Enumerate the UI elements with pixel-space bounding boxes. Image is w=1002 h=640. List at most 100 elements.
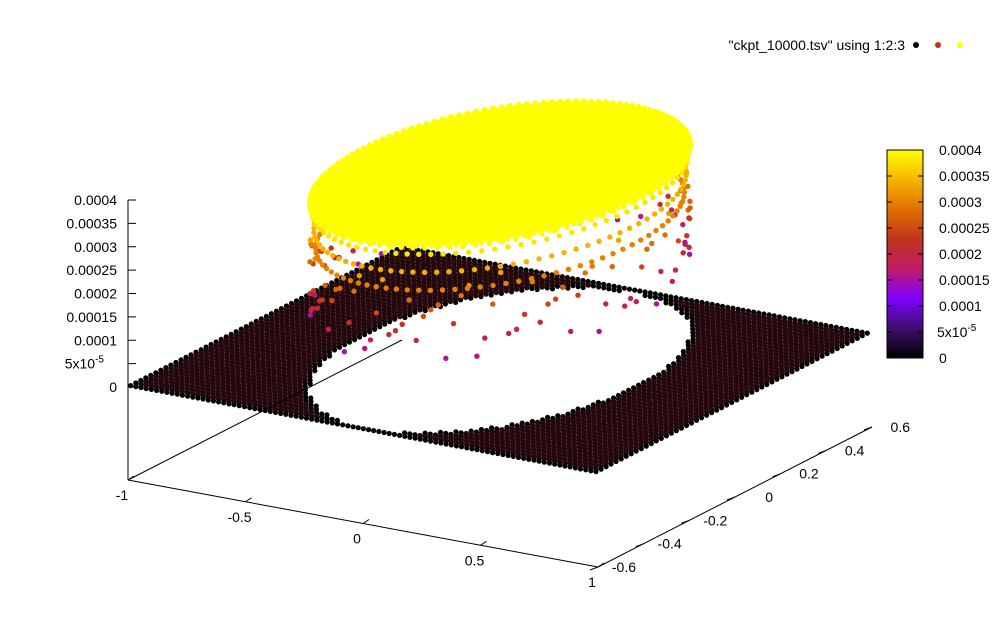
disc-edge-point	[557, 98, 564, 105]
legend-swatch	[957, 42, 963, 48]
base-point	[428, 438, 434, 444]
rim-point	[682, 177, 688, 183]
rim-point	[639, 264, 645, 270]
base-point	[648, 440, 654, 447]
rim-point	[492, 246, 498, 252]
base-point	[453, 443, 460, 449]
rim-point	[664, 201, 671, 207]
base-point	[478, 294, 484, 300]
base-point	[267, 408, 273, 414]
base-point	[412, 435, 418, 441]
rim-point	[373, 310, 380, 316]
rim-point	[614, 213, 620, 219]
rim-point	[324, 249, 331, 255]
disc-edge-point	[635, 104, 642, 110]
base-point	[844, 340, 850, 346]
disc-edge-point	[629, 102, 636, 109]
base-point	[495, 450, 501, 457]
rim-point	[490, 282, 496, 289]
base-point	[567, 464, 573, 470]
base-point	[376, 428, 382, 435]
rim-point	[615, 237, 622, 243]
base-point	[864, 330, 870, 336]
rim-point	[311, 229, 317, 236]
base-point	[309, 416, 315, 422]
rim-point	[350, 261, 357, 267]
rim-point	[428, 307, 434, 313]
base-point	[621, 285, 627, 291]
rim-point	[310, 288, 317, 294]
rim-point	[669, 180, 676, 186]
x-tick-label: -1	[116, 487, 129, 503]
rim-point	[577, 263, 583, 269]
base-point	[572, 465, 579, 471]
rim-point	[650, 194, 656, 201]
base-point	[719, 405, 725, 411]
rim-point	[316, 242, 323, 248]
rim-point	[669, 278, 675, 285]
y-tick-label: -0.6	[612, 559, 636, 575]
rim-point	[345, 242, 352, 248]
base-point	[638, 446, 644, 452]
rim-point	[545, 301, 551, 307]
base-point	[226, 401, 232, 407]
base-point	[754, 387, 760, 393]
rim-point	[383, 285, 389, 291]
rim-point	[541, 273, 547, 279]
disc-edge-point	[663, 176, 670, 183]
base-point	[544, 285, 550, 291]
base-point	[623, 453, 629, 459]
rim-point	[372, 248, 378, 254]
base-point	[169, 390, 175, 396]
base-point	[341, 342, 348, 348]
y-tick-mark	[589, 566, 599, 571]
base-point	[331, 347, 338, 353]
x-tick-mark	[245, 497, 252, 503]
base-point	[539, 284, 545, 290]
disc-edge-point	[354, 148, 361, 155]
rim-point	[686, 251, 693, 257]
disc-edge-point	[456, 112, 463, 119]
base-point	[397, 313, 403, 320]
rim-point	[644, 216, 650, 222]
rim-point	[474, 353, 480, 359]
base-point	[580, 284, 586, 291]
base-point	[336, 344, 343, 350]
base-point	[459, 444, 465, 450]
rim-point	[674, 208, 680, 214]
y-tick-label: 0.2	[799, 466, 819, 482]
base-point	[583, 467, 589, 473]
y-tick-label: -0.2	[703, 512, 727, 528]
base-point	[519, 287, 525, 293]
rim-point	[314, 305, 320, 311]
rim-point	[568, 328, 574, 335]
disc-edge-point	[549, 99, 555, 105]
rim-point	[362, 345, 368, 352]
base-point	[774, 376, 780, 382]
base-point	[417, 436, 423, 442]
z-tick-label: 0.0004	[74, 192, 117, 208]
base-point	[278, 410, 284, 416]
base-point	[546, 460, 553, 466]
base-point	[283, 411, 289, 417]
base-point	[288, 412, 294, 418]
disc-edge-point	[660, 112, 667, 118]
rim-point	[683, 172, 689, 178]
y-tick-label: 0.4	[845, 442, 865, 458]
disc-edge-point	[358, 237, 365, 243]
rim-point	[362, 246, 369, 252]
base-point	[593, 469, 599, 475]
disc-edge-point	[651, 108, 658, 115]
base-point	[570, 283, 576, 289]
base-point	[552, 461, 558, 467]
rim-point	[549, 253, 555, 259]
rim-point	[609, 263, 615, 270]
disc-edge-point	[515, 101, 522, 108]
rim-point	[664, 185, 670, 191]
rim-point	[410, 269, 416, 275]
rim-point	[681, 194, 687, 200]
z-tick-label: 0.0002	[74, 286, 117, 302]
disc-edge-point	[398, 242, 405, 249]
rim-point	[355, 280, 362, 286]
